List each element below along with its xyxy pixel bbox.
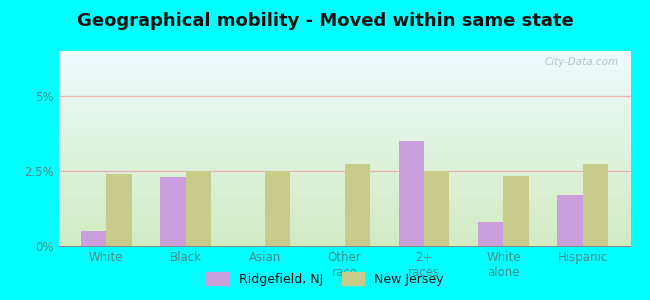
Bar (478, 222, 503, 246)
Bar (265, 171, 291, 246)
Bar (186, 171, 211, 246)
Text: City-Data.com: City-Data.com (545, 57, 619, 67)
Text: Geographical mobility - Moved within same state: Geographical mobility - Moved within sam… (77, 12, 573, 30)
Bar (583, 164, 608, 246)
Bar (160, 177, 186, 246)
Legend: Ridgefield, NJ, New Jersey: Ridgefield, NJ, New Jersey (202, 267, 448, 291)
Bar (81, 231, 106, 246)
Bar (558, 195, 583, 246)
Bar (503, 176, 529, 246)
Bar (424, 171, 449, 246)
Bar (344, 164, 370, 246)
Bar (106, 174, 131, 246)
Bar (398, 141, 424, 246)
